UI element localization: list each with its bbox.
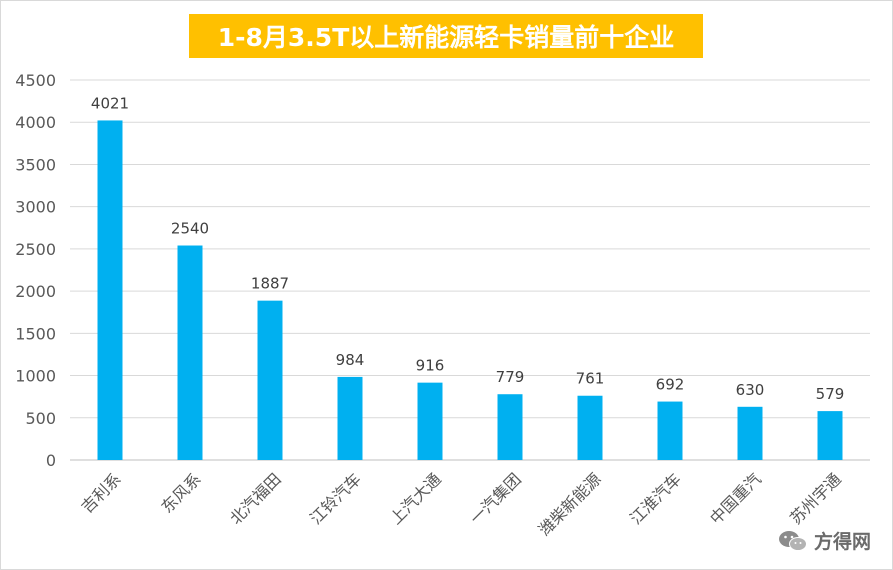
bar (577, 395, 603, 460)
bar (817, 411, 843, 460)
watermark: 方得网 (778, 527, 871, 554)
grid-lines (70, 79, 870, 461)
y-tick-label: 4500 (15, 71, 56, 90)
x-tick-label: 潍柴新能源 (535, 469, 605, 539)
bar (97, 120, 123, 461)
x-tick-label: 苏州宇通 (786, 469, 845, 528)
x-tick-label: 中国重汽 (706, 469, 765, 528)
data-label: 692 (656, 376, 685, 394)
bar (657, 401, 683, 460)
bar (337, 376, 363, 460)
data-label: 2540 (171, 220, 209, 238)
x-tick-label: 江铃汽车 (306, 469, 365, 528)
data-label: 761 (576, 370, 605, 388)
data-label: 984 (336, 351, 365, 369)
y-tick-label: 2000 (15, 282, 56, 301)
bar (417, 382, 443, 460)
x-tick-label: 江淮汽车 (626, 469, 685, 528)
y-tick-label: 0 (46, 451, 56, 470)
data-label: 579 (816, 385, 845, 403)
x-tick-label: 吉利系 (77, 469, 124, 516)
x-axis: 吉利系 东风系 北汽福田 江铃汽车 上汽大通 一汽集团 潍柴新能源 江淮汽车 中国重汽 苏州宇通 (77, 469, 844, 539)
y-tick-label: 3500 (15, 155, 56, 174)
y-tick-label: 4000 (15, 113, 56, 132)
bar (497, 394, 523, 460)
chart-title: 1-8月3.5T以上新能源轻卡销量前十企业 (217, 23, 675, 52)
bar (177, 245, 203, 460)
x-tick-label: 一汽集团 (466, 469, 525, 528)
bar (257, 300, 283, 460)
x-tick-label: 东风系 (157, 469, 204, 516)
y-tick-label: 1000 (15, 367, 56, 386)
x-tick-label: 北汽福田 (226, 469, 285, 528)
bar (737, 406, 763, 460)
x-tick-label: 上汽大通 (386, 469, 445, 528)
y-tick-label: 1500 (15, 324, 56, 343)
data-labels: 4021 2540 1887 984 916 779 761 692 630 579 (91, 94, 844, 403)
y-tick-label: 500 (25, 409, 56, 428)
data-label: 1887 (251, 275, 289, 293)
wechat-icon (778, 530, 807, 551)
data-label: 630 (736, 381, 765, 399)
watermark-text: 方得网 (813, 531, 871, 553)
data-label: 916 (416, 357, 445, 375)
data-label: 779 (496, 368, 525, 386)
data-label: 4021 (91, 94, 129, 112)
y-tick-label: 2500 (15, 240, 56, 259)
chart-title-box: 1-8月3.5T以上新能源轻卡销量前十企业 (189, 14, 703, 58)
bars (97, 120, 843, 461)
y-axis: 0 500 1000 1500 2000 2500 3000 3500 4000 4500 (15, 71, 56, 470)
y-tick-label: 3000 (15, 198, 56, 217)
